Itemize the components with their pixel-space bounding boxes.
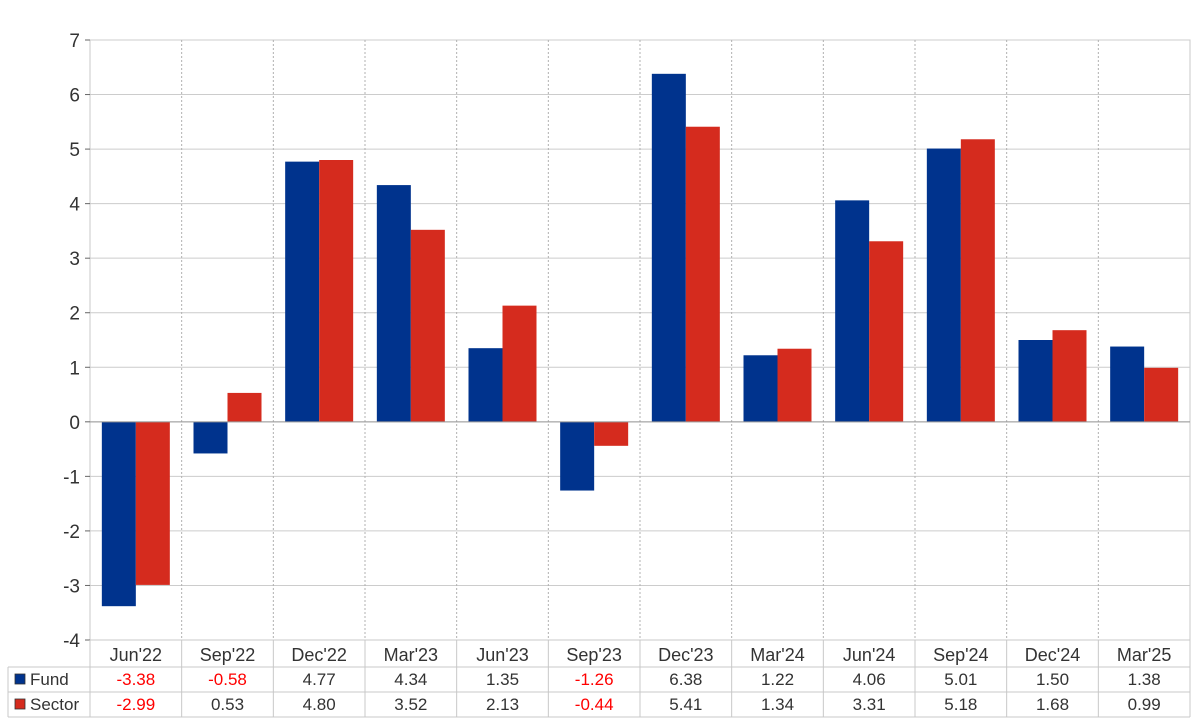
y-tick-label: 2 (69, 304, 80, 325)
x-tick-label: Dec'22 (291, 645, 346, 665)
y-tick-label: -4 (63, 631, 80, 652)
legend-label-fund: Fund (30, 670, 69, 689)
bar-fund-9 (926, 148, 961, 422)
bar-sector-8 (869, 241, 904, 422)
bar-fund-6 (651, 73, 686, 422)
bar-sector-10 (1052, 330, 1087, 422)
legend-label-sector: Sector (30, 695, 79, 714)
data-label: 4.34 (394, 670, 427, 689)
data-label: 1.34 (761, 695, 794, 714)
x-tick-label: Sep'23 (566, 645, 622, 665)
x-tick-label: Jun'22 (110, 645, 162, 665)
bar-fund-4 (468, 348, 503, 422)
bar-fund-0 (101, 421, 136, 607)
y-tick-label: 6 (69, 86, 80, 107)
y-tick-label: -2 (63, 522, 80, 543)
data-label: 5.41 (669, 695, 702, 714)
x-tick-label: Dec'23 (658, 645, 713, 665)
y-tick-label: 3 (69, 249, 80, 270)
y-tick-label: 0 (69, 413, 80, 434)
bar-sector-0 (135, 421, 170, 585)
data-label: 4.06 (853, 670, 886, 689)
data-label: 5.18 (944, 695, 977, 714)
data-label: 3.52 (394, 695, 427, 714)
bar-sector-6 (685, 126, 720, 422)
data-label: 1.35 (486, 670, 519, 689)
data-label: -2.99 (116, 695, 155, 714)
bar-sector-11 (1144, 367, 1179, 422)
data-label: 2.13 (486, 695, 519, 714)
data-label: 0.53 (211, 695, 244, 714)
data-label: -3.38 (116, 670, 155, 689)
data-label: 4.80 (303, 695, 336, 714)
y-tick-label: -3 (63, 576, 80, 597)
x-tick-label: Jun'24 (843, 645, 895, 665)
bar-fund-3 (376, 185, 411, 422)
data-label: 6.38 (669, 670, 702, 689)
bar-sector-4 (502, 305, 537, 422)
bar-sector-9 (960, 139, 995, 422)
bar-fund-7 (743, 355, 778, 422)
data-label: 0.99 (1128, 695, 1161, 714)
data-label: -1.26 (575, 670, 614, 689)
data-label: 1.50 (1036, 670, 1069, 689)
data-label: 4.77 (303, 670, 336, 689)
bar-sector-1 (227, 392, 262, 422)
y-tick-label: 1 (69, 358, 80, 379)
x-tick-label: Dec'24 (1025, 645, 1080, 665)
x-tick-label: Jun'23 (476, 645, 528, 665)
data-label: 1.38 (1128, 670, 1161, 689)
data-label: 5.01 (944, 670, 977, 689)
y-tick-label: -1 (63, 467, 80, 488)
data-label: -0.44 (575, 695, 614, 714)
legend-swatch-sector (14, 698, 26, 710)
x-tick-label: Mar'24 (750, 645, 804, 665)
bar-fund-2 (285, 161, 320, 422)
bar-sector-3 (410, 229, 445, 422)
y-tick-label: 4 (69, 195, 80, 216)
bar-fund-8 (835, 200, 870, 422)
y-tick-label: 5 (69, 140, 80, 161)
bar-fund-10 (1018, 340, 1053, 422)
bar-sector-2 (319, 160, 354, 422)
data-label: -0.58 (208, 670, 247, 689)
bar-fund-1 (193, 421, 228, 454)
bar-fund-5 (560, 421, 595, 491)
data-label: 1.22 (761, 670, 794, 689)
bar-sector-5 (594, 421, 629, 446)
x-tick-label: Mar'23 (384, 645, 438, 665)
x-tick-label: Mar'25 (1117, 645, 1171, 665)
bar-fund-11 (1110, 346, 1145, 422)
x-tick-label: Sep'24 (933, 645, 989, 665)
legend-swatch-fund (14, 673, 26, 685)
data-label: 1.68 (1036, 695, 1069, 714)
y-tick-label: 7 (69, 31, 80, 52)
bar-sector-7 (777, 348, 812, 422)
data-label: 3.31 (853, 695, 886, 714)
x-tick-label: Sep'22 (200, 645, 256, 665)
